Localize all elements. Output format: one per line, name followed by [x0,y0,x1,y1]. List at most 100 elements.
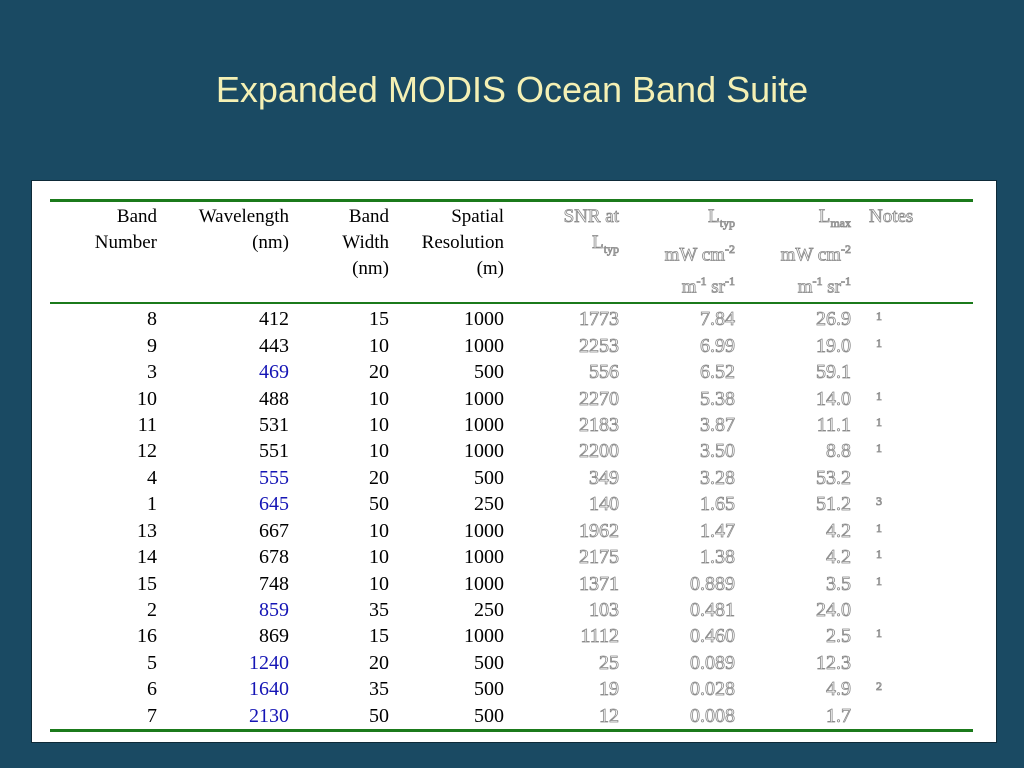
header-band-number: Band Number [94,206,157,253]
cell-ltyp: 6.99 [700,334,736,357]
table-row: 6 1640 35 500 19 0.028 4.9 2 [50,676,973,702]
cell-band: 14 [137,546,157,569]
cell-snr: 103 [589,598,620,622]
cell-snr: 2200 [579,440,620,463]
cell-note [851,597,973,623]
cell-snr: 1371 [579,572,620,595]
header-snr: SNR at Ltyp [563,206,619,257]
header-notes: Notes [869,206,914,228]
cell-band: 15 [137,572,157,595]
cell-snr: 1773 [579,308,620,331]
cell-snr: 556 [589,361,620,384]
cell-band-width: 20 [369,651,389,674]
cell-resolution: 500 [474,466,504,489]
header-wavelength: Wavelength (nm) [198,206,289,253]
cell-note: 1 [876,573,883,588]
cell-note [851,703,973,731]
cell-resolution: 500 [474,361,504,384]
cell-wavelength: 2130 [249,704,289,727]
cell-lmax: 24.0 [816,598,852,622]
cell-note: 1 [876,520,883,535]
table-row: 14 678 10 1000 2175 1.38 4.2 1 [50,544,973,570]
header-ltyp: Ltyp mW cm-2 m-1 sr-1 [664,206,735,298]
header-lmax: Lmax mW cm-2 m-1 sr-1 [780,206,851,298]
cell-wavelength: 678 [259,546,289,569]
band-table: Band Number Wavelength (nm) Band Width (… [50,199,973,732]
cell-wavelength: 555 [259,466,289,489]
cell-lmax: 14.0 [816,387,852,410]
cell-resolution: 500 [474,704,504,727]
table-row: 13 667 10 1000 1962 1.47 4.2 1 [50,518,973,544]
cell-wavelength: 469 [259,361,289,384]
cell-wavelength: 551 [259,440,289,463]
cell-band: 6 [147,678,157,701]
cell-band-width: 10 [369,414,389,437]
cell-band-width: 15 [369,308,389,331]
cell-wavelength: 488 [259,387,289,410]
table-row: 2 859 35 250 103 0.481 24.0 [50,597,973,623]
cell-ltyp: 3.28 [700,466,736,489]
cell-lmax: 4.9 [826,678,852,701]
cell-band-width: 10 [369,334,389,357]
cell-wavelength: 667 [259,519,289,542]
header-spatial-resolution: Spatial Resolution (m) [421,206,504,279]
cell-resolution: 1000 [464,519,504,542]
cell-resolution: 250 [474,598,504,621]
cell-lmax: 53.2 [816,466,852,489]
cell-ltyp: 7.84 [700,308,736,331]
cell-band-width: 10 [369,440,389,463]
cell-lmax: 26.9 [816,308,852,331]
cell-band-width: 10 [369,572,389,595]
cell-wavelength: 443 [259,334,289,357]
table-row: 16 869 15 1000 1112 0.460 2.5 1 [50,623,973,649]
table-row: 3 469 20 500 556 6.52 59.1 [50,359,973,385]
cell-snr: 2270 [579,387,620,410]
cell-lmax: 51.2 [816,493,852,516]
cell-snr: 2175 [579,546,620,569]
cell-band: 1 [147,493,157,516]
cell-wavelength: 1240 [249,651,289,674]
header-band-width: Band Width (nm) [342,206,389,279]
table-row: 12 551 10 1000 2200 3.50 8.8 1 [50,438,973,464]
cell-lmax: 3.5 [826,572,852,595]
cell-lmax: 59.1 [816,361,852,384]
cell-note: 1 [876,388,883,403]
cell-band: 16 [137,625,157,648]
cell-snr: 25 [599,651,620,674]
cell-resolution: 1000 [464,572,504,595]
cell-ltyp: 6.52 [700,361,736,384]
cell-snr: 349 [589,466,620,489]
cell-resolution: 1000 [464,546,504,569]
cell-band: 3 [147,361,157,384]
cell-band: 5 [147,651,157,674]
cell-ltyp: 5.38 [700,387,736,410]
cell-resolution: 1000 [464,414,504,437]
cell-snr: 2183 [579,414,620,437]
cell-band-width: 35 [369,678,389,701]
cell-wavelength: 748 [259,572,289,595]
cell-band-width: 15 [369,625,389,648]
table-row: 4 555 20 500 349 3.28 53.2 [50,465,973,491]
cell-wavelength: 531 [259,414,289,437]
cell-wavelength: 645 [259,493,289,516]
cell-lmax: 12.3 [816,651,852,674]
cell-ltyp: 0.481 [690,598,736,622]
cell-note: 1 [876,626,883,641]
cell-wavelength: 859 [259,598,289,621]
cell-band-width: 50 [369,704,389,727]
cell-band: 11 [137,414,157,437]
cell-ltyp: 1.65 [700,493,736,516]
table-row: 7 2130 50 500 12 0.008 1.7 [50,703,973,731]
cell-snr: 12 [599,704,620,727]
cell-band-width: 10 [369,519,389,542]
cell-band-width: 10 [369,546,389,569]
cell-resolution: 500 [474,678,504,701]
cell-snr: 1112 [580,625,619,648]
cell-resolution: 500 [474,651,504,674]
cell-band-width: 35 [369,598,389,621]
cell-snr: 1962 [579,519,620,542]
cell-note [851,465,973,491]
cell-lmax: 1.7 [826,704,852,727]
cell-wavelength: 412 [259,308,289,331]
cell-snr: 2253 [579,334,620,357]
